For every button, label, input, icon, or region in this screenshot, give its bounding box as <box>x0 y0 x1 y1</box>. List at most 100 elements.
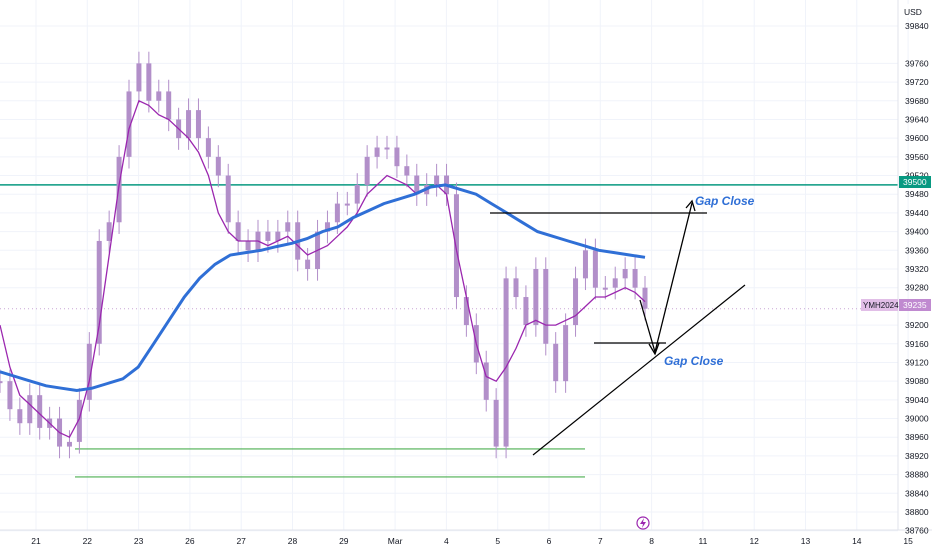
chart-annotations: Gap Close Gap Close <box>664 194 755 368</box>
price-tick-label: 38840 <box>905 488 929 498</box>
fast-moving-average-line <box>0 99 646 439</box>
price-tick-label: 39560 <box>905 152 929 162</box>
price-bar-body <box>374 147 380 157</box>
price-bar-body <box>394 147 400 167</box>
price-tick-label: 39720 <box>905 77 929 87</box>
time-tick-label: 4 <box>444 536 449 546</box>
time-tick-label: 8 <box>649 536 654 546</box>
price-bar-body <box>275 231 281 241</box>
price-bar-body <box>86 343 92 400</box>
price-tick-label: 39200 <box>905 320 929 330</box>
time-tick-label: 13 <box>801 536 811 546</box>
price-bar-body <box>76 399 82 442</box>
price-tick-label: 39840 <box>905 21 929 31</box>
price-bar-body <box>285 222 291 232</box>
price-tick-label: 39400 <box>905 227 929 237</box>
time-tick-label: Mar <box>388 536 403 546</box>
price-bar-body <box>66 441 72 447</box>
price-bar-body <box>384 147 390 150</box>
price-tick-label: 39320 <box>905 264 929 274</box>
last-price-text: 39235 <box>903 300 927 310</box>
price-bar-body <box>493 399 499 447</box>
trend-line <box>532 284 746 456</box>
price-bar-body <box>513 278 519 298</box>
time-tick-label: 21 <box>31 536 41 546</box>
time-tick-label: 14 <box>852 536 862 546</box>
price-bar-body <box>582 250 588 279</box>
price-bar-body <box>17 409 23 424</box>
price-bar-body <box>553 343 559 382</box>
price-bar-body <box>602 287 608 290</box>
time-axis[interactable]: 21 22 23 26 27 28 29 Mar 4 5 6 7 8 11 12 13 14 15 <box>31 536 913 546</box>
price-bar-body <box>632 269 638 288</box>
time-tick-label: 26 <box>185 536 195 546</box>
time-tick-label: 15 <box>903 536 913 546</box>
price-axis[interactable]: 39840 39760 39720 39680 39640 39600 39560 39520… <box>905 21 929 536</box>
price-bar-body <box>364 156 370 185</box>
price-bar-body <box>543 269 549 344</box>
price-bar-body <box>195 110 201 139</box>
price-bar-body <box>404 166 410 176</box>
price-tick-label: 38960 <box>905 432 929 442</box>
currency-text: USD <box>904 7 922 17</box>
price-bar-body <box>225 175 231 223</box>
price-tick-label: 39280 <box>905 283 929 293</box>
horizontal-levels <box>0 184 898 478</box>
price-tick-label: 39080 <box>905 376 929 386</box>
price-tick-label: 39680 <box>905 96 929 106</box>
price-bar-body <box>37 395 43 428</box>
symbol-name-text: YMH2024 <box>863 301 899 310</box>
price-tick-label: 39160 <box>905 339 929 349</box>
projection-path <box>639 202 693 355</box>
time-tick-label: 23 <box>134 536 144 546</box>
price-bar-body <box>354 184 360 204</box>
price-tick-label: 39600 <box>905 133 929 143</box>
price-bar-body <box>533 269 539 326</box>
arrow-head-up <box>685 199 696 212</box>
time-tick-label: 5 <box>495 536 500 546</box>
price-bar-body <box>503 278 509 447</box>
time-tick-label: 28 <box>288 536 298 546</box>
lightning-icon[interactable] <box>636 516 650 530</box>
level-price-text: 39500 <box>903 177 927 187</box>
price-bar-body <box>573 278 579 326</box>
time-tick-label: 27 <box>236 536 246 546</box>
time-tick-label: 7 <box>598 536 603 546</box>
price-bar-body <box>186 110 192 139</box>
price-bar-body <box>592 250 598 288</box>
price-bar-body <box>136 63 142 92</box>
price-bar-body <box>453 194 459 298</box>
price-bar-body <box>7 381 13 410</box>
arrow-head-down <box>648 342 660 356</box>
price-bar-body <box>27 395 33 424</box>
price-tick-label: 39000 <box>905 414 929 424</box>
price-bar-body <box>414 175 420 195</box>
price-bar-body <box>235 222 241 241</box>
price-bar-body <box>305 259 311 269</box>
price-bar-body <box>463 297 469 326</box>
price-bar-body <box>205 138 211 157</box>
user-drawings <box>490 199 746 456</box>
time-tick-label: 11 <box>698 536 707 546</box>
price-tick-label: 39760 <box>905 58 929 68</box>
time-tick-label: 6 <box>547 536 552 546</box>
price-tick-label: 39520 <box>905 171 929 181</box>
price-tick-label: 38920 <box>905 451 929 461</box>
price-bar-body <box>156 91 162 101</box>
price-tick-label: 39360 <box>905 245 929 255</box>
symbol-price-tag: YMH2024 39235 <box>861 299 931 311</box>
chart-grid <box>0 0 909 532</box>
price-bar-body <box>245 240 251 251</box>
price-bar-body <box>324 222 330 232</box>
price-tick-label: 39440 <box>905 208 929 218</box>
price-tick-label: 38760 <box>905 526 929 536</box>
price-tick-label: 39040 <box>905 395 929 405</box>
price-bar-body <box>622 269 628 279</box>
price-bar-body <box>215 156 221 176</box>
price-bar-body <box>106 222 112 241</box>
price-bar-body <box>334 203 340 223</box>
price-bar-body <box>523 297 529 326</box>
gap-close-annotation-upper: Gap Close <box>695 194 755 208</box>
time-tick-label: 29 <box>339 536 349 546</box>
